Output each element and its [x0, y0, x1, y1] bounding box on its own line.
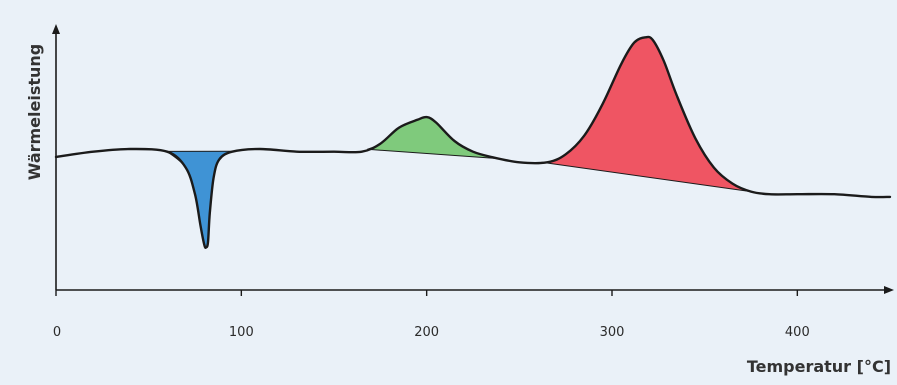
peak-area-1	[163, 149, 236, 249]
x-tick-label: 0	[53, 325, 61, 340]
x-tick-label: 100	[229, 325, 254, 340]
y-axis-arrow	[52, 24, 60, 34]
x-tick-label: 300	[600, 325, 625, 340]
x-tick-label: 400	[785, 325, 810, 340]
x-tick-label: 200	[414, 325, 439, 340]
x-axis-arrow	[884, 286, 894, 294]
axes	[52, 24, 894, 294]
x-ticks: 0 100 200 300 400	[53, 290, 810, 340]
y-axis-label: Wärmeleistung	[25, 44, 44, 181]
peak-area-3	[541, 36, 752, 193]
x-axis-label: Temperatur [°C]	[747, 357, 891, 376]
heat-flow-curve	[54, 35, 892, 249]
